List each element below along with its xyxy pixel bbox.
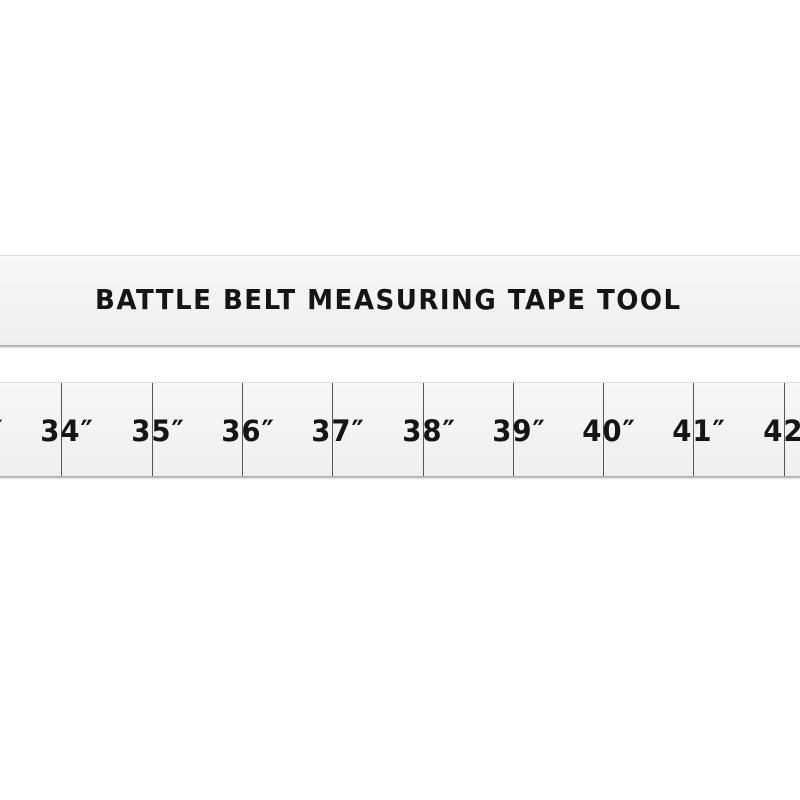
inch-tick-mark — [151, 383, 153, 476]
inch-tick-mark — [241, 383, 243, 476]
inch-label: 33″ — [0, 414, 4, 448]
inch-tick-mark — [783, 383, 785, 476]
inch-tick-mark — [422, 383, 424, 476]
inch-label: 36″ — [221, 414, 275, 448]
inch-tick-mark — [603, 383, 605, 476]
inch-label: 35″ — [130, 414, 185, 448]
inch-label: 42″ — [762, 414, 800, 448]
tape-title: BATTLE BELT MEASURING TAPE TOOL — [95, 283, 682, 316]
inch-label: 34″ — [40, 414, 95, 448]
inch-label: 38″ — [401, 414, 456, 448]
inch-label: 37″ — [311, 414, 365, 448]
title-tape-strip: BATTLE BELT MEASURING TAPE TOOL — [0, 255, 800, 345]
inch-label: 40″ — [582, 414, 636, 448]
inch-tick-mark — [693, 383, 695, 476]
measuring-scale-strip: 33″ 34″ 35″ 36″ 37″ 38″ 39″ 40″ 41″ 42″ — [0, 382, 800, 476]
inch-label: 41″ — [672, 414, 727, 448]
inch-label: 39″ — [492, 414, 546, 448]
inch-tick-mark — [61, 383, 63, 476]
inch-tick-mark — [512, 383, 514, 476]
inch-tick-mark — [332, 383, 334, 476]
